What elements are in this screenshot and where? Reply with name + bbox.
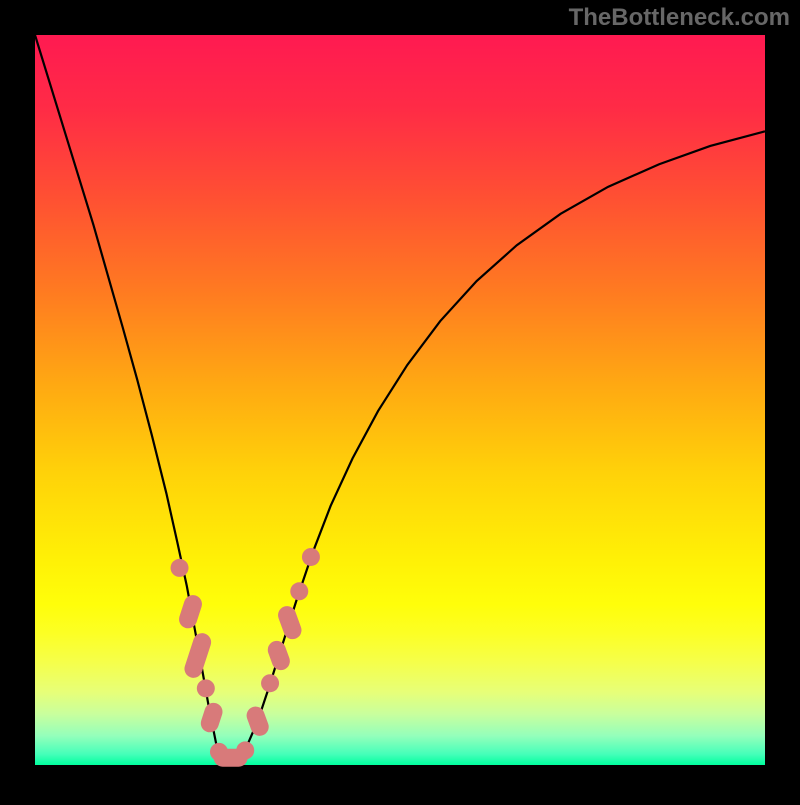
data-marker <box>171 559 189 577</box>
data-marker <box>290 582 308 600</box>
outer-frame: TheBottleneck.com <box>0 0 800 800</box>
data-marker <box>261 674 279 692</box>
bottleneck-chart <box>0 0 800 800</box>
data-marker <box>197 679 215 697</box>
watermark-text: TheBottleneck.com <box>569 4 790 32</box>
data-marker <box>236 741 254 759</box>
data-marker <box>302 548 320 566</box>
plot-background <box>35 35 765 765</box>
